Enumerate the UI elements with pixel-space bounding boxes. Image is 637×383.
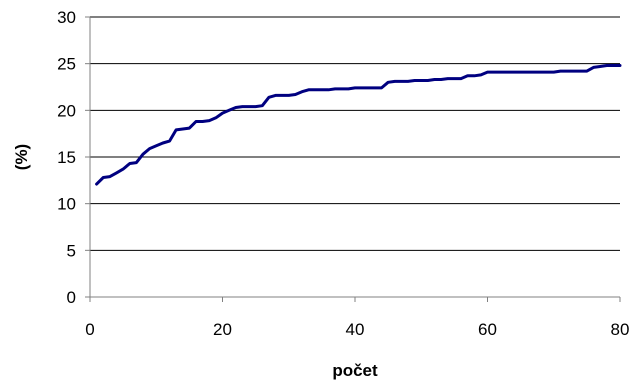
x-axis-ticks: 0 20 40 60 80 — [85, 297, 629, 339]
y-tick-label: 5 — [67, 241, 76, 260]
x-tick-label: 80 — [611, 320, 630, 339]
y-tick-label: 10 — [57, 195, 76, 214]
x-axis-title: počet — [332, 361, 378, 380]
x-tick-label: 20 — [213, 320, 232, 339]
x-tick-label: 0 — [85, 320, 94, 339]
y-axis-title: (%) — [12, 144, 31, 170]
x-tick-label: 40 — [346, 320, 365, 339]
x-tick-label: 60 — [478, 320, 497, 339]
series-line-0 — [95, 64, 622, 186]
y-axis-ticks: 0 5 10 15 20 25 30 — [57, 8, 90, 307]
y-tick-label: 15 — [57, 148, 76, 167]
y-tick-label: 25 — [57, 55, 76, 74]
y-tick-label: 0 — [67, 288, 76, 307]
y-tick-label: 30 — [57, 8, 76, 27]
gridlines — [90, 16, 620, 251]
series-layer — [95, 64, 622, 186]
y-tick-label: 20 — [57, 101, 76, 120]
